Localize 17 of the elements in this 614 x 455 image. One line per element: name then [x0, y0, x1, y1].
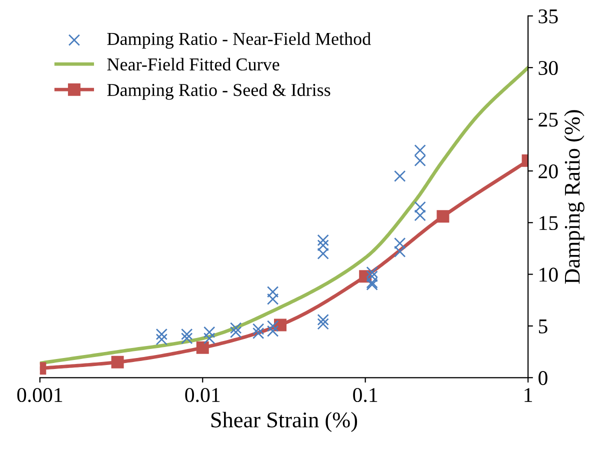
x-axis-title: Shear Strain (%) [211, 412, 358, 432]
x-tick-label: 0.001 [17, 388, 62, 402]
x-tick-label: 0.01 [185, 388, 220, 402]
y-tick-label: 30 [538, 60, 558, 76]
y-axis-title: Damping Ratio (%) [564, 110, 584, 284]
y-tick-label: 25 [538, 112, 558, 127]
legend-label: Damping Ratio - Near-Field Method [107, 32, 371, 49]
y-tick-label: 10 [540, 268, 558, 282]
legend-label: Damping Ratio - Seed & Idriss [107, 83, 330, 100]
x-tick-label: 0.1 [353, 388, 378, 402]
y-tick-label: 15 [540, 216, 558, 230]
y-tick-label: 0 [538, 371, 548, 386]
y-tick-label: 5 [538, 320, 548, 334]
x-tick-label: 1 [524, 388, 532, 402]
y-tick-label: 20 [538, 164, 558, 178]
legend-label: Near-Field Fitted Curve [107, 58, 280, 71]
y-tick-label: 35 [538, 9, 558, 24]
